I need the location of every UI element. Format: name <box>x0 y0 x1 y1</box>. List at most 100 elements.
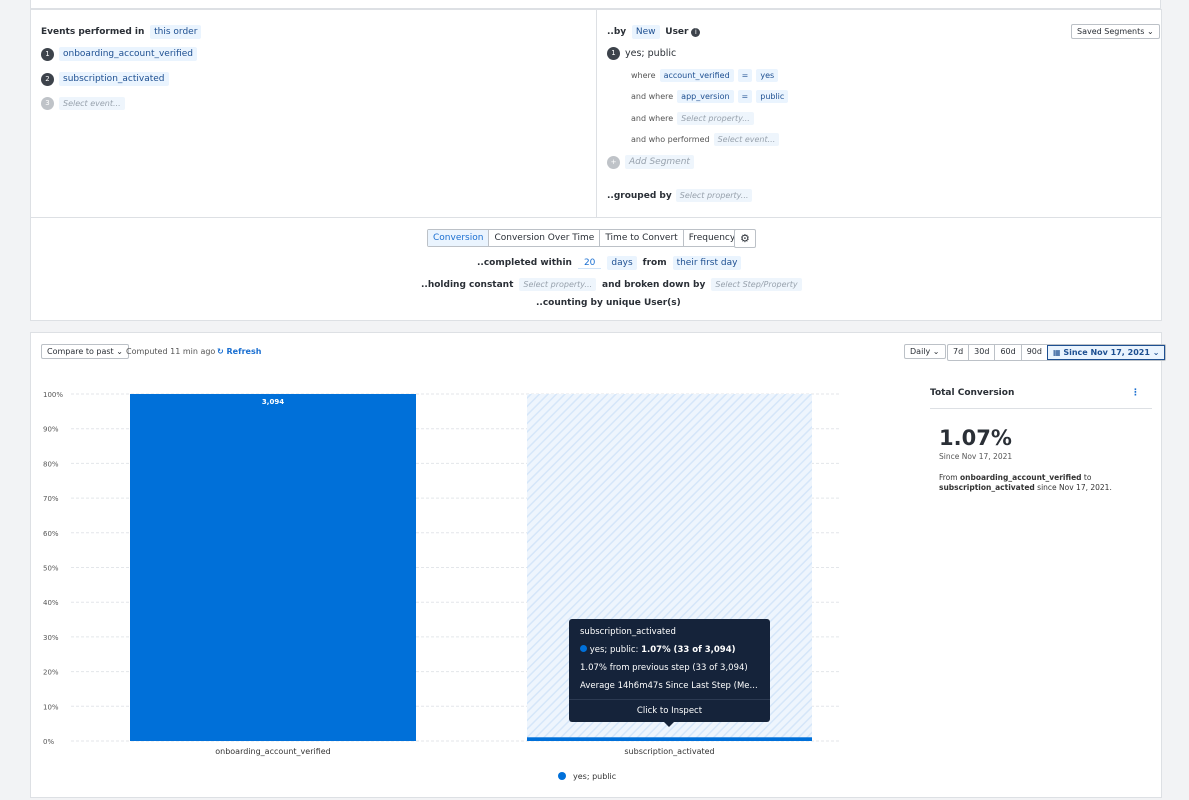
segment-number: 1 <box>607 47 620 60</box>
bar-subscription_activated[interactable] <box>527 737 812 741</box>
plus-icon: + <box>607 155 620 169</box>
property-selector[interactable]: Select property... <box>677 112 754 125</box>
event-selector[interactable]: subscription_activated <box>59 72 169 86</box>
unit-selector[interactable]: days <box>607 256 637 270</box>
bar-onboarding_account_verified[interactable] <box>130 394 416 741</box>
info-icon: i <box>691 27 701 37</box>
y-tick-label: 20% <box>43 669 59 677</box>
saved-segments-button[interactable]: Saved Segments ⌄ <box>1071 24 1160 39</box>
chart-tooltip[interactable]: subscription_activated yes; public: 1.07… <box>569 619 770 727</box>
top-strip <box>30 0 1161 9</box>
segment-header: ..by New User i <box>607 25 701 39</box>
operator-selector[interactable]: = <box>737 90 753 103</box>
add-segment-label[interactable]: Add Segment <box>625 155 694 169</box>
filter-1: where account_verified = yes <box>631 69 779 82</box>
window-input[interactable]: 20 <box>577 258 602 269</box>
grouped-by-label: ..grouped by <box>607 190 672 201</box>
divider <box>596 10 597 217</box>
computed-time: Computed 11 min ago <box>126 347 216 356</box>
from-selector[interactable]: their first day <box>672 256 742 270</box>
y-tick-label: 90% <box>43 426 59 434</box>
refresh-label: Refresh <box>226 347 262 356</box>
operator-selector[interactable]: = <box>737 69 753 82</box>
grouped-by: ..grouped by Select property... <box>607 189 753 202</box>
tab-time-to-convert[interactable]: Time to Convert <box>599 230 682 246</box>
holding-constant: ..holding constant Select property... and … <box>421 278 802 291</box>
property-selector[interactable]: account_verified <box>659 69 734 82</box>
date-range-picker[interactable]: ▦ Since Nov 17, 2021 ⌄ <box>1046 345 1166 360</box>
range-30d[interactable]: 30d <box>968 345 994 360</box>
x-tick-label: onboarding_account_verified <box>215 747 331 756</box>
property-selector[interactable]: Select property... <box>519 278 597 291</box>
filter-3: and where Select property... <box>631 112 754 125</box>
total-conversion-value: 1.07% <box>939 426 1012 450</box>
who-performed: and who performed Select event... <box>631 133 780 146</box>
tab-conversion[interactable]: Conversion <box>428 230 489 246</box>
event-step-1: 1 onboarding_account_verified <box>41 47 197 61</box>
legend-marker <box>558 772 566 780</box>
tooltip-arrow <box>663 721 675 727</box>
from-label: from <box>642 258 667 268</box>
y-tick-label: 80% <box>43 460 59 468</box>
desc-text: since Nov 17, 2021. <box>1034 483 1112 492</box>
value-selector[interactable]: public <box>756 90 789 103</box>
gear-icon: ⚙ <box>740 232 750 245</box>
x-tick-label: subscription_activated <box>624 747 714 756</box>
compare-label: Compare to past <box>47 347 114 356</box>
property-selector[interactable]: Select property... <box>675 189 753 202</box>
event-selector[interactable]: Select event... <box>59 97 125 110</box>
broken-label: and broken down by <box>602 279 706 290</box>
compare-to-past-button[interactable]: Compare to past ⌄ <box>41 344 129 359</box>
breakdown-selector[interactable]: Select Step/Property <box>711 278 802 291</box>
from-event: onboarding_account_verified <box>959 473 1082 482</box>
y-tick-label: 70% <box>43 495 59 503</box>
interval-label: Daily <box>910 347 931 356</box>
segment-1: 1 yes; public <box>607 47 676 60</box>
range-60d[interactable]: 60d <box>994 345 1020 360</box>
events-header: Events performed in this order <box>41 25 202 39</box>
range-7d[interactable]: 7d <box>953 347 964 356</box>
step-number: 1 <box>41 47 54 61</box>
tab-conversion-over-time[interactable]: Conversion Over Time <box>488 230 599 246</box>
range-selector: 7d 30d 60d 90d ▦ Since Nov 17, 2021 ⌄ <box>947 344 1167 361</box>
refresh-icon: ↻ <box>217 347 224 356</box>
segment-name[interactable]: yes; public <box>625 48 677 59</box>
legend-label[interactable]: yes; public <box>573 772 616 781</box>
since-label: Since Nov 17, 2021 <box>1063 348 1150 357</box>
refresh-button[interactable]: ↻ Refresh <box>217 347 261 356</box>
funnel-chart: 0% 10% 20% 30% 40% 50% 60% 70% 80% 90% 100% 3,094 on… <box>43 391 841 781</box>
more-options-icon[interactable]: ⋮ <box>1131 388 1140 398</box>
user-selector[interactable]: User <box>665 27 689 37</box>
saved-segments-label: Saved Segments <box>1077 27 1145 36</box>
bar-value-label: 3,094 <box>262 398 284 406</box>
add-segment[interactable]: + Add Segment <box>607 155 694 169</box>
tooltip-series-value: 1.07% (33 of 3,094) <box>641 645 736 655</box>
new-selector[interactable]: New <box>631 25 660 39</box>
completed-within: ..completed within 20 days from their first … <box>477 256 742 270</box>
events-label: Events performed in <box>41 27 145 37</box>
y-tick-label: 50% <box>43 565 59 573</box>
where-label: where <box>631 71 656 80</box>
settings-button[interactable]: ⚙ <box>734 229 756 248</box>
series-dot-icon <box>580 645 587 652</box>
order-selector[interactable]: this order <box>150 25 202 39</box>
desc-text: to <box>1081 473 1092 482</box>
summary-title: Total Conversion <box>930 388 1015 398</box>
y-tick-label: 60% <box>43 530 59 538</box>
holding-label: ..holding constant <box>421 279 514 290</box>
interval-dropdown[interactable]: Daily ⌄ <box>904 344 946 359</box>
range-90d[interactable]: 90d <box>1020 345 1047 360</box>
value-selector[interactable]: yes <box>756 69 779 82</box>
event-selector[interactable]: onboarding_account_verified <box>59 47 197 61</box>
to-event: subscription_activated <box>939 483 1035 492</box>
property-selector[interactable]: app_version <box>677 90 734 103</box>
y-tick-label: 40% <box>43 599 59 607</box>
event-selector[interactable]: Select event... <box>713 133 780 146</box>
y-tick-label: 10% <box>43 703 59 711</box>
tab-frequency[interactable]: Frequency <box>682 230 741 246</box>
results-panel: Compare to past ⌄ Computed 11 min ago ↻ … <box>30 332 1167 798</box>
by-label: ..by <box>607 27 627 37</box>
tooltip-series: yes; public: 1.07% (33 of 3,094) <box>569 637 770 655</box>
click-to-inspect[interactable]: Click to Inspect <box>569 699 770 722</box>
divider <box>31 217 1161 218</box>
